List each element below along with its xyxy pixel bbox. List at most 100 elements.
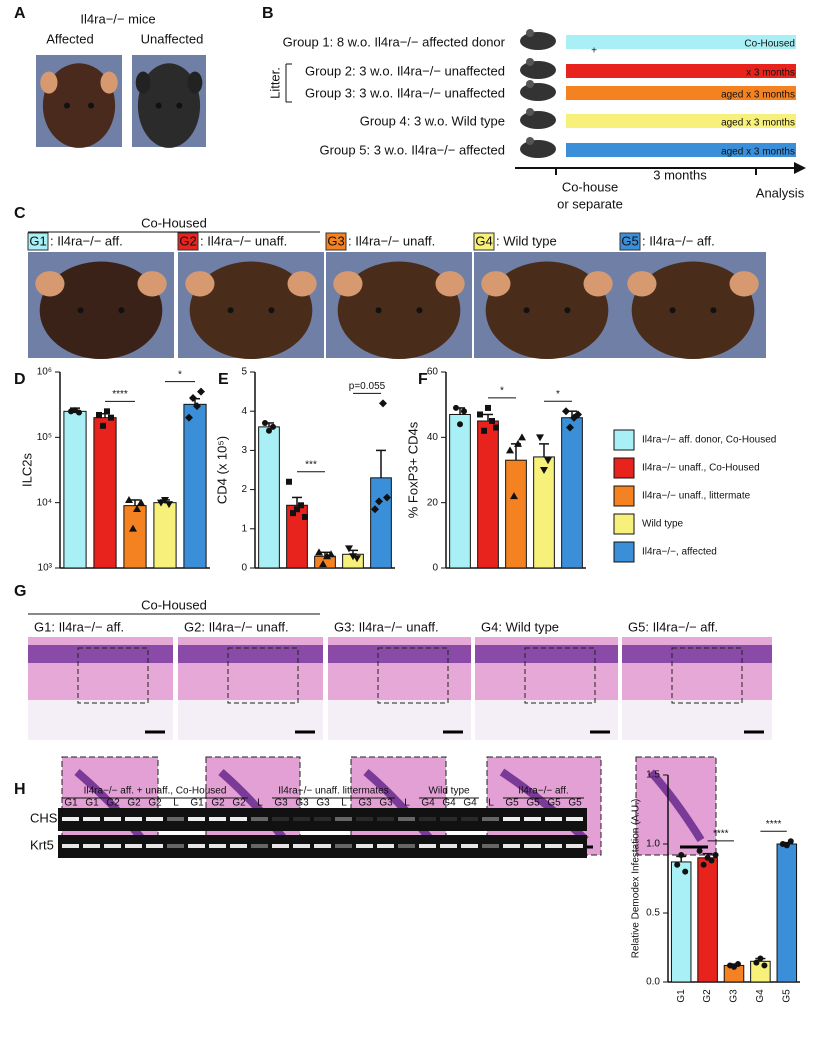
legend-label: Wild type — [642, 519, 684, 530]
y-tick-label: 4 — [241, 406, 247, 417]
panel-a-label: Unaffected — [141, 31, 204, 46]
data-point — [189, 393, 197, 402]
gel-band — [209, 844, 226, 848]
bar — [370, 477, 392, 569]
group-bar — [566, 64, 796, 78]
mouse-face — [485, 261, 609, 360]
histology-fat — [475, 700, 618, 740]
legend-label: Il4ra−/− unaff., littermate — [642, 491, 751, 502]
data-point — [375, 497, 383, 506]
data-point — [481, 427, 487, 434]
gel-band — [461, 844, 478, 848]
y-tick-label: 0.5 — [646, 908, 660, 919]
gel-band — [251, 844, 268, 848]
bar — [93, 417, 117, 569]
y-tick-label: 10³ — [38, 563, 53, 574]
data-point — [298, 502, 304, 509]
significance-label: **** — [112, 389, 128, 400]
y-tick-label: 1.5 — [646, 770, 660, 781]
lane-label: G3 — [316, 798, 330, 809]
gel-band — [566, 817, 583, 821]
bar — [449, 413, 471, 569]
data-point — [185, 413, 193, 422]
bar — [123, 505, 147, 569]
eye — [710, 307, 717, 314]
data-point — [315, 548, 323, 556]
y-tick-label: 0 — [432, 563, 438, 574]
follicle — [74, 768, 147, 843]
group-label: Group 3: 3 w.o. Il4ra−/− unaffected — [305, 85, 505, 100]
group-bar — [566, 35, 796, 49]
significance-label: * — [500, 386, 504, 397]
data-point — [345, 545, 353, 553]
group-label: Group 2: 3 w.o. Il4ra−/− unaffected — [305, 63, 505, 78]
histology-label: G5: Il4ra−/− aff. — [628, 619, 718, 634]
data-point — [477, 411, 483, 418]
zoom-box — [524, 647, 596, 704]
histology-fat — [28, 700, 173, 740]
histology-fat — [178, 700, 323, 740]
gel-row-label: Krt5 — [30, 837, 54, 852]
plus: + — [591, 46, 597, 57]
data-point — [753, 959, 760, 966]
histology-epidermis — [475, 645, 618, 663]
mouse-ear — [526, 137, 534, 145]
data-point — [696, 847, 703, 854]
data-point — [323, 552, 331, 560]
group-tag — [619, 232, 641, 251]
panel-label: D — [14, 371, 26, 388]
ear — [137, 271, 167, 297]
eye — [227, 307, 234, 314]
gel-band — [335, 844, 352, 848]
significance-label: p=0.055 — [349, 381, 386, 392]
data-point — [266, 427, 272, 434]
bar — [183, 403, 207, 569]
lane-label: L — [488, 798, 494, 809]
bar — [63, 410, 87, 569]
mouse-ear — [526, 108, 534, 116]
legend-label: Il4ra−/−, affected — [642, 547, 717, 558]
bar-label: x 3 months — [746, 68, 795, 79]
lane-label: L — [341, 798, 347, 809]
mouse-icon — [520, 140, 556, 158]
data-point — [761, 962, 768, 969]
gel-band — [545, 844, 562, 848]
gel-band — [167, 844, 184, 848]
y-tick-label: 10⁶ — [37, 367, 52, 378]
gel-band — [524, 817, 541, 821]
eye — [375, 307, 382, 314]
ear — [40, 71, 58, 94]
gel-band — [272, 817, 289, 821]
eye — [77, 307, 84, 314]
bar-label: aged x 3 months — [721, 118, 795, 129]
gel-band — [545, 817, 562, 821]
histology-epidermis — [328, 645, 471, 663]
gel-band — [440, 844, 457, 848]
y-tick-label: 1 — [241, 523, 247, 534]
y-tick-label: 3 — [241, 445, 247, 456]
gel-group-label: Wild type — [428, 786, 470, 797]
bar-label: Co-Housed — [744, 39, 795, 50]
gel-band — [104, 817, 121, 821]
legend-swatch — [613, 457, 635, 479]
gel-band — [188, 844, 205, 848]
group-bar — [566, 114, 796, 128]
zoom-box — [671, 647, 743, 704]
significance-label: * — [178, 369, 182, 380]
data-point — [262, 419, 268, 426]
lane-label: G2 — [211, 798, 225, 809]
gel-group-label: Il4ra−/− aff. — [518, 786, 568, 797]
significance-label: * — [556, 389, 560, 400]
group-tag-label: G2 — [179, 233, 196, 248]
follicle — [648, 769, 705, 843]
data-point — [125, 495, 133, 503]
data-point — [536, 434, 544, 442]
data-point — [129, 524, 137, 532]
zoom-box — [377, 647, 449, 704]
data-point — [371, 505, 379, 514]
bar — [697, 857, 718, 983]
data-point — [518, 433, 526, 441]
lane-label: L — [404, 798, 410, 809]
x-tick-label: G5 — [781, 989, 792, 1003]
